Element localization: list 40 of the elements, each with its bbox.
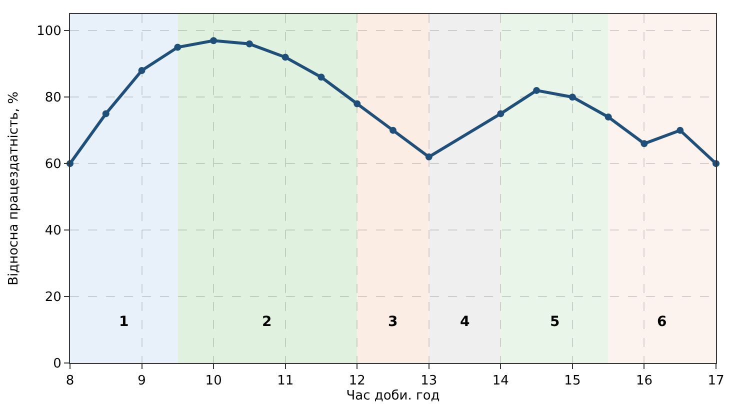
x-axis-title: Час доби. год — [346, 388, 440, 404]
band-label: 2 — [262, 314, 272, 330]
x-tick-label: 11 — [277, 374, 294, 389]
y-tick-label: 20 — [44, 290, 62, 306]
point — [102, 110, 110, 118]
band-label: 1 — [119, 314, 129, 330]
point — [318, 74, 325, 81]
point — [174, 44, 182, 51]
x-tick-label: 15 — [564, 374, 581, 389]
y-tick-label: 0 — [53, 356, 62, 372]
y-tick-label: 60 — [44, 157, 62, 172]
y-axis-title: Відносна працездатність, % — [6, 92, 22, 286]
y-tick-label: 40 — [44, 224, 62, 239]
point — [282, 54, 289, 61]
point — [676, 126, 684, 134]
point — [568, 94, 576, 101]
band-label: 5 — [550, 314, 560, 330]
point — [246, 40, 253, 48]
x-tick-label: 8 — [66, 374, 74, 389]
point — [138, 67, 146, 74]
x-tick-label: 9 — [138, 374, 146, 389]
point — [533, 86, 540, 94]
point — [354, 100, 361, 108]
x-tick-label: 10 — [205, 374, 222, 389]
x-tick-label: 17 — [708, 374, 724, 389]
band-label: 6 — [657, 314, 667, 330]
x-tick-label: 16 — [636, 374, 652, 389]
point — [210, 37, 218, 44]
x-tick-label: 12 — [348, 374, 366, 389]
band-label: 4 — [460, 314, 470, 330]
x-tick-label: 13 — [420, 374, 438, 389]
y-tick-label: 100 — [36, 24, 62, 40]
band-label: 3 — [388, 314, 398, 330]
y-tick-label: 80 — [44, 90, 62, 106]
point — [604, 114, 612, 121]
point — [390, 126, 396, 134]
point — [640, 140, 648, 148]
point — [497, 110, 504, 118]
x-tick-label: 14 — [492, 374, 509, 389]
point — [425, 153, 432, 160]
